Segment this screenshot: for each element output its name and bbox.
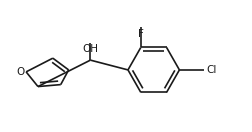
- Text: O: O: [16, 67, 24, 77]
- Text: OH: OH: [82, 44, 98, 55]
- Text: Cl: Cl: [206, 65, 216, 75]
- Text: F: F: [138, 29, 144, 39]
